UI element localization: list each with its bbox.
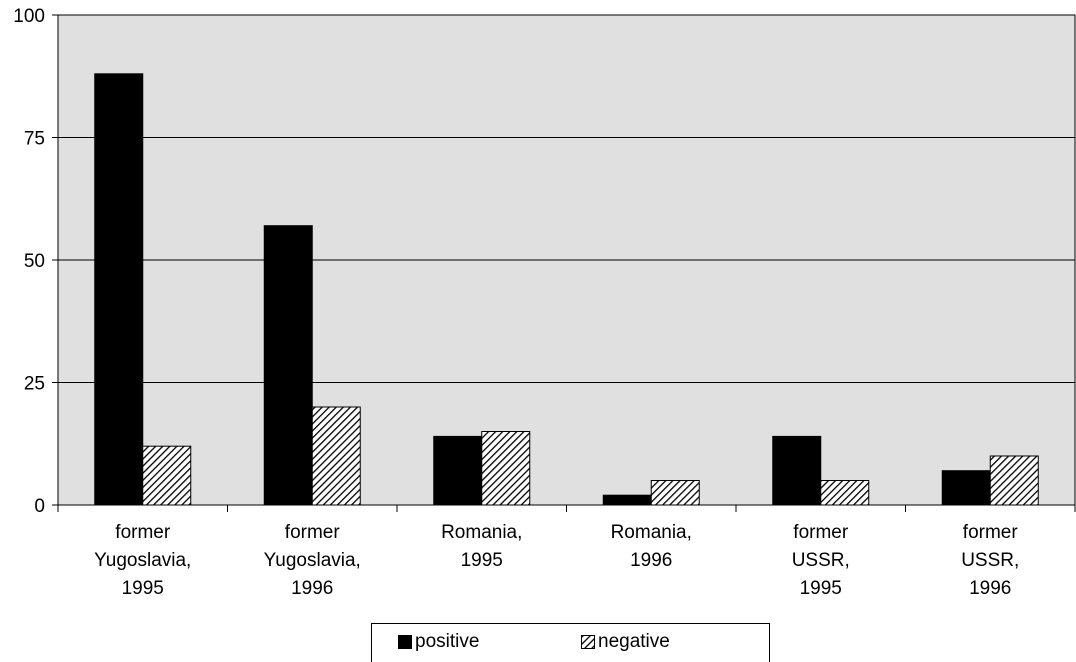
bar-positive <box>602 494 652 506</box>
x-category-label: former <box>285 522 341 543</box>
bar-positive <box>263 225 313 506</box>
x-category-label: 1995 <box>800 578 842 599</box>
y-tick-label: 50 <box>24 251 45 272</box>
legend-swatch-positive <box>398 635 412 649</box>
x-category-label: USSR, <box>792 550 850 571</box>
bar-negative <box>989 455 1039 506</box>
axes <box>52 14 1076 512</box>
bar-negative <box>481 431 531 506</box>
legend: positive negative <box>371 623 770 662</box>
x-category-label: Romania, <box>441 522 522 543</box>
x-category-label: Romania, <box>611 522 692 543</box>
bar-negative <box>311 406 361 506</box>
legend-label-negative: negative <box>598 631 670 652</box>
x-category-label: former <box>793 522 849 543</box>
bar-positive <box>772 435 822 506</box>
y-tick-label: 25 <box>24 374 45 395</box>
y-axis-tick-labels: 0 25 50 75 100 <box>13 6 45 517</box>
x-category-label: 1996 <box>291 578 333 599</box>
x-category-label: 1996 <box>630 550 672 571</box>
x-category-label: 1995 <box>461 550 503 571</box>
bars <box>94 73 1039 506</box>
x-category-label: USSR, <box>961 550 1019 571</box>
x-category-label: Yugoslavia, <box>94 550 191 571</box>
x-category-label: Yugoslavia, <box>264 550 361 571</box>
gridlines <box>58 137 1075 383</box>
y-tick-label: 75 <box>24 129 45 150</box>
bar-negative <box>142 445 192 506</box>
x-category-label: 1996 <box>969 578 1011 599</box>
bar-positive <box>433 435 483 506</box>
bar-negative <box>650 480 700 506</box>
legend-item-positive: positive <box>398 632 479 652</box>
x-category-label: 1995 <box>122 578 164 599</box>
y-tick-label: 0 <box>34 496 45 517</box>
legend-swatch-negative <box>581 635 595 649</box>
bar-positive <box>941 470 991 506</box>
x-category-label: former <box>115 522 171 543</box>
x-axis-category-labels: former Yugoslavia, 1995 former Yugoslavia, 19… <box>94 522 1019 599</box>
bar-positive <box>94 73 144 506</box>
bar-negative <box>820 480 870 506</box>
x-category-label: former <box>963 522 1019 543</box>
legend-item-negative: negative <box>581 632 670 652</box>
legend-label-positive: positive <box>415 631 480 652</box>
y-tick-label: 100 <box>13 6 45 27</box>
